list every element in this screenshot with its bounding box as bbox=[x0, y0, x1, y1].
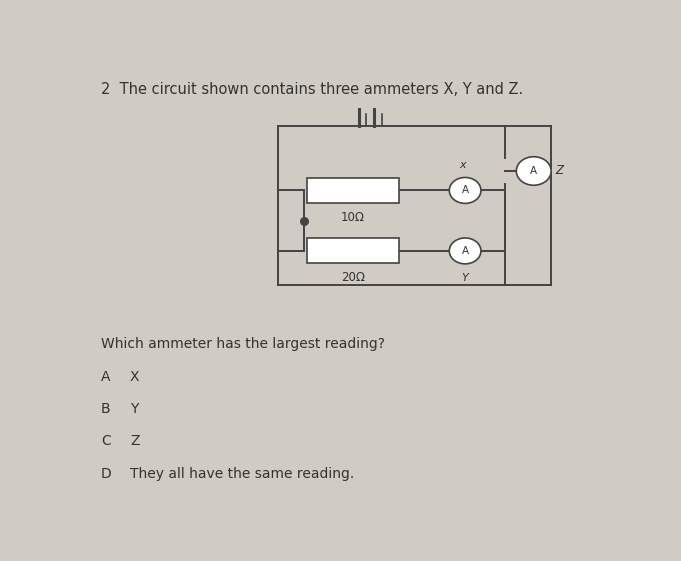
Text: Y: Y bbox=[130, 402, 138, 416]
Text: x: x bbox=[459, 160, 466, 169]
Text: 10Ω: 10Ω bbox=[341, 211, 365, 224]
Text: A: A bbox=[462, 186, 469, 195]
Text: Y: Y bbox=[462, 273, 469, 283]
Bar bbox=[306, 178, 399, 203]
Text: Which ammeter has the largest reading?: Which ammeter has the largest reading? bbox=[101, 337, 385, 351]
Text: B: B bbox=[101, 402, 110, 416]
Text: A: A bbox=[530, 166, 537, 176]
Text: Z: Z bbox=[556, 164, 563, 177]
Text: C: C bbox=[101, 434, 111, 448]
Text: 2  The circuit shown contains three ammeters X, Y and Z.: 2 The circuit shown contains three ammet… bbox=[101, 82, 523, 98]
Text: They all have the same reading.: They all have the same reading. bbox=[130, 467, 354, 481]
Text: X: X bbox=[130, 370, 140, 384]
Circle shape bbox=[449, 177, 481, 204]
Circle shape bbox=[516, 157, 551, 185]
Text: 20Ω: 20Ω bbox=[341, 271, 365, 284]
Text: Z: Z bbox=[130, 434, 140, 448]
Text: D: D bbox=[101, 467, 112, 481]
Circle shape bbox=[449, 238, 481, 264]
Bar bbox=[306, 238, 399, 264]
Text: A: A bbox=[462, 246, 469, 256]
Text: A: A bbox=[101, 370, 110, 384]
